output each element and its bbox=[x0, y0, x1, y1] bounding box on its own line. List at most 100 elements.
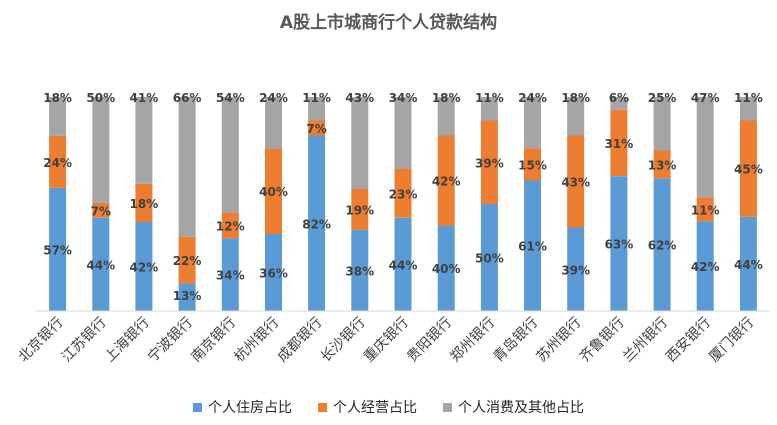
bar-housing-9 bbox=[437, 225, 455, 311]
category-label-7: 长沙银行 bbox=[318, 315, 369, 366]
label-consumer-11: 24% bbox=[518, 91, 547, 105]
bar-housing-7 bbox=[351, 229, 369, 311]
label-business-12: 43% bbox=[561, 176, 590, 190]
label-housing-0: 57% bbox=[43, 243, 72, 257]
category-label-2: 上海银行 bbox=[102, 315, 153, 366]
bar-business-2 bbox=[135, 183, 153, 222]
label-consumer-10: 11% bbox=[475, 91, 504, 105]
label-housing-6: 82% bbox=[302, 217, 331, 231]
label-consumer-14: 25% bbox=[648, 91, 677, 105]
legend-item-consumer: 个人消费及其他占比 bbox=[443, 397, 584, 417]
category-label-12: 苏州银行 bbox=[534, 315, 585, 366]
label-business-15: 11% bbox=[691, 203, 720, 217]
label-housing-13: 63% bbox=[605, 238, 634, 252]
bar-business-14 bbox=[653, 150, 671, 179]
label-business-4: 12% bbox=[216, 219, 245, 233]
bar-housing-2 bbox=[135, 222, 153, 311]
legend-label-business: 个人经营占比 bbox=[333, 400, 417, 416]
bar-business-0 bbox=[49, 135, 67, 188]
bar-consumer-6 bbox=[308, 97, 326, 121]
category-label-1: 江苏银行 bbox=[59, 315, 110, 366]
label-business-9: 42% bbox=[432, 175, 461, 189]
bar-business-3 bbox=[178, 236, 196, 284]
bar-consumer-3 bbox=[178, 97, 196, 237]
category-label-4: 南京银行 bbox=[188, 315, 239, 366]
category-label-6: 成都银行 bbox=[275, 315, 326, 366]
bar-consumer-2 bbox=[135, 97, 153, 184]
legend-swatch-housing bbox=[193, 402, 202, 412]
category-label-11: 青岛银行 bbox=[490, 315, 541, 366]
bar-business-6 bbox=[308, 120, 326, 136]
bar-business-12 bbox=[567, 135, 585, 228]
label-business-3: 22% bbox=[173, 254, 202, 268]
category-label-0: 北京银行 bbox=[16, 315, 67, 366]
category-labels-layer: 北京银行江苏银行上海银行宁波银行南京银行杭州银行成都银行长沙银行重庆银行贵阳银行… bbox=[16, 314, 758, 366]
label-housing-7: 38% bbox=[345, 264, 374, 278]
label-housing-2: 42% bbox=[130, 261, 159, 275]
bar-business-16 bbox=[739, 120, 757, 217]
label-business-6: 7% bbox=[306, 122, 326, 136]
bar-consumer-9 bbox=[437, 97, 455, 136]
bar-consumer-15 bbox=[696, 97, 714, 198]
bar-housing-5 bbox=[265, 234, 282, 311]
label-consumer-12: 18% bbox=[561, 91, 590, 105]
bar-consumer-13 bbox=[610, 97, 628, 110]
bar-business-1 bbox=[92, 202, 110, 218]
bar-business-11 bbox=[524, 148, 541, 181]
bar-consumer-7 bbox=[351, 97, 369, 189]
label-business-2: 18% bbox=[130, 197, 159, 211]
legend-label-consumer: 个人消费及其他占比 bbox=[458, 400, 584, 416]
segment-labels-layer: 57% 24% 18% 44% 7% 50% 42% 18% 41% 13% 22% 66% 34% 12… bbox=[43, 91, 763, 303]
bar-housing-12 bbox=[567, 227, 585, 311]
bar-housing-1 bbox=[92, 217, 110, 311]
label-consumer-16: 11% bbox=[734, 91, 763, 105]
category-label-9: 贵阳银行 bbox=[404, 315, 455, 366]
label-business-10: 39% bbox=[475, 156, 504, 170]
chart-title: A股上市城商行个人贷款结构 bbox=[279, 13, 498, 33]
label-consumer-9: 18% bbox=[432, 91, 461, 105]
label-consumer-5: 24% bbox=[259, 91, 288, 105]
label-housing-3: 13% bbox=[173, 289, 202, 303]
bar-housing-10 bbox=[480, 204, 498, 311]
bar-business-10 bbox=[480, 120, 498, 204]
bar-business-13 bbox=[610, 109, 628, 177]
bar-consumer-8 bbox=[394, 97, 412, 169]
bar-business-4 bbox=[221, 212, 239, 239]
bar-housing-16 bbox=[739, 216, 757, 311]
legend-item-housing: 个人住房占比 bbox=[193, 397, 292, 417]
bar-consumer-14 bbox=[653, 97, 671, 151]
legend: 个人住房占比 个人经营占比 个人消费及其他占比 bbox=[0, 397, 777, 417]
legend-label-housing: 个人住房占比 bbox=[208, 400, 292, 416]
label-business-0: 24% bbox=[43, 156, 72, 170]
label-housing-5: 36% bbox=[259, 267, 288, 281]
category-label-8: 重庆银行 bbox=[361, 315, 412, 366]
bar-housing-8 bbox=[394, 217, 412, 311]
bar-consumer-1 bbox=[92, 97, 110, 203]
bar-consumer-11 bbox=[524, 97, 541, 149]
bar-consumer-4 bbox=[221, 97, 239, 213]
label-business-8: 23% bbox=[389, 187, 418, 201]
bar-business-15 bbox=[696, 197, 714, 222]
label-housing-16: 44% bbox=[734, 258, 763, 272]
label-consumer-7: 43% bbox=[345, 91, 374, 105]
label-consumer-6: 11% bbox=[302, 91, 331, 105]
label-consumer-8: 34% bbox=[389, 91, 418, 105]
category-label-5: 杭州银行 bbox=[231, 315, 282, 366]
legend-item-business: 个人经营占比 bbox=[318, 397, 417, 417]
category-label-3: 宁波银行 bbox=[144, 314, 196, 366]
label-housing-14: 62% bbox=[648, 239, 677, 253]
bar-business-9 bbox=[437, 135, 455, 226]
legend-swatch-business bbox=[318, 402, 327, 412]
label-consumer-15: 47% bbox=[691, 91, 720, 105]
category-label-16: 厦门银行 bbox=[706, 315, 757, 366]
bar-consumer-0 bbox=[49, 97, 67, 136]
bar-housing-3 bbox=[178, 283, 196, 311]
bar-housing-13 bbox=[610, 176, 628, 311]
label-housing-1: 44% bbox=[86, 258, 115, 272]
label-consumer-3: 66% bbox=[173, 91, 202, 105]
bar-business-8 bbox=[394, 169, 412, 218]
label-consumer-1: 50% bbox=[86, 91, 115, 105]
category-label-10: 郑州银行 bbox=[447, 315, 498, 366]
label-business-11: 15% bbox=[518, 158, 547, 172]
